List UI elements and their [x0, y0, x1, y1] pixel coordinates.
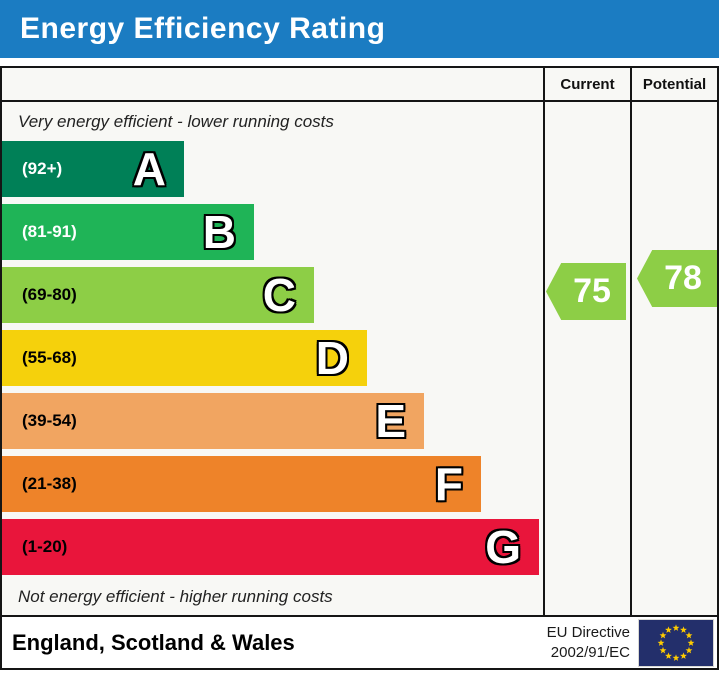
eu-directive-line2: 2002/91/EC — [550, 643, 630, 661]
potential-column-header: Potential — [630, 68, 717, 100]
band-letter: B — [202, 206, 236, 258]
bottom-note: Not energy efficient - higher running co… — [18, 587, 333, 606]
band-letter: F — [434, 458, 463, 510]
band-row-e: (39-54) E — [2, 393, 424, 449]
band-range-label: (1-20) — [22, 537, 68, 556]
band-row-g: (1-20) G — [2, 519, 539, 575]
header-row: Current Potential — [2, 68, 717, 102]
potential-rating-arrow: 78 — [637, 250, 717, 307]
band-letter: D — [315, 332, 349, 384]
band-letter: C — [262, 269, 296, 321]
chart-body: Very energy efficient - lower running co… — [2, 102, 717, 617]
potential-column: 78 — [630, 102, 717, 615]
title-bar: Energy Efficiency Rating — [0, 0, 719, 58]
band-row-d: (55-68) D — [2, 330, 367, 386]
band-range-label: (39-54) — [22, 411, 77, 430]
band-range-label: (55-68) — [22, 348, 77, 367]
band-row-a: (92+) A — [2, 141, 184, 197]
band-letter: G — [485, 521, 521, 573]
current-rating-arrow: 75 — [546, 263, 626, 320]
band-row-f: (21-38) F — [2, 456, 481, 512]
footer: England, Scotland & Wales EU Directive 2… — [2, 617, 717, 668]
epc-chart: Current Potential Very energy efficient … — [0, 66, 719, 670]
band-range-label: (69-80) — [22, 285, 77, 304]
page-title: Energy Efficiency Rating — [20, 12, 386, 45]
current-column-header: Current — [543, 68, 630, 100]
bands-list: (92+) A (81-91) B (69-80) C (55-68) D — [2, 141, 543, 575]
eu-directive-label: EU Directive 2002/91/EC — [547, 623, 630, 662]
current-rating-value: 75 — [573, 272, 611, 310]
band-range-label: (92+) — [22, 159, 63, 178]
band-row-b: (81-91) B — [2, 204, 254, 260]
potential-rating-value: 78 — [664, 259, 702, 297]
header-spacer — [2, 68, 543, 100]
region-label: England, Scotland & Wales — [12, 629, 295, 655]
eu-flag-icon — [638, 618, 714, 667]
band-letter: E — [375, 395, 406, 447]
eu-directive-line1: EU Directive — [546, 624, 630, 641]
band-row-c: (69-80) C — [2, 267, 314, 323]
current-column: 75 — [543, 102, 630, 615]
top-note: Very energy efficient - lower running co… — [18, 112, 334, 131]
band-letter: A — [132, 143, 166, 195]
bands-area: Very energy efficient - lower running co… — [2, 102, 543, 615]
band-range-label: (21-38) — [22, 474, 77, 493]
band-range-label: (81-91) — [22, 222, 77, 241]
